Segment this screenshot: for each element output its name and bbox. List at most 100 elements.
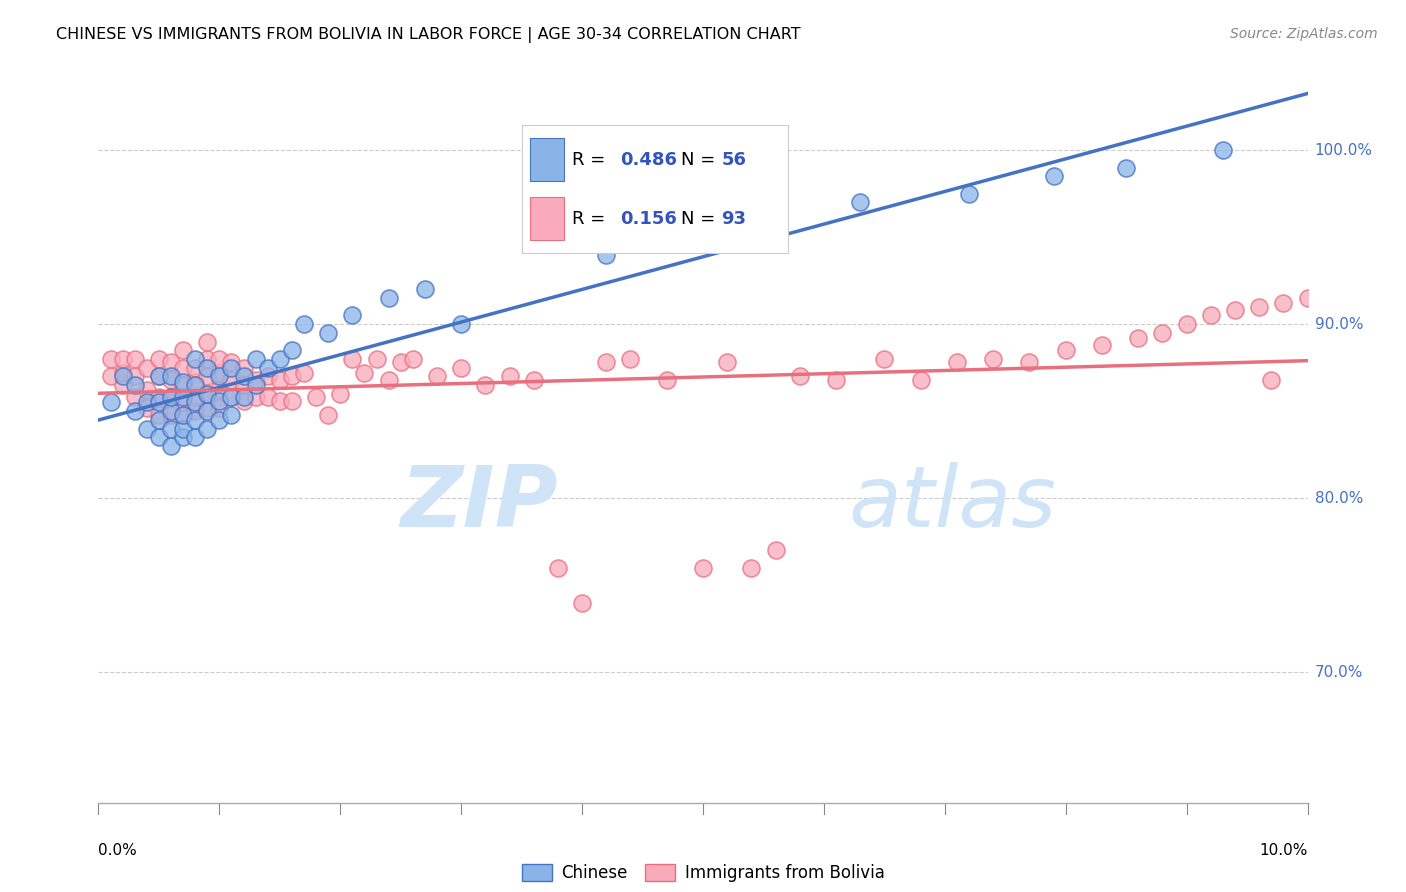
Point [208, 384, 231, 398]
Point [269, 393, 291, 408]
Point [111, 378, 134, 392]
Point [160, 404, 183, 418]
Point [232, 360, 254, 375]
Point [1260, 373, 1282, 387]
Point [221, 390, 243, 404]
Point [172, 408, 194, 422]
Point [172, 430, 194, 444]
Point [111, 351, 134, 366]
Point [208, 351, 231, 366]
Point [232, 378, 254, 392]
Point [692, 230, 714, 244]
Point [148, 369, 170, 384]
Point [281, 343, 304, 358]
Point [426, 369, 449, 384]
Point [389, 355, 412, 369]
Point [316, 408, 339, 422]
Point [377, 291, 399, 305]
Point [232, 369, 254, 384]
Point [172, 395, 194, 409]
Point [160, 390, 183, 404]
Text: 90.0%: 90.0% [1315, 317, 1362, 332]
Point [195, 401, 218, 415]
Point [160, 369, 183, 384]
Point [1223, 303, 1246, 318]
Point [208, 393, 231, 408]
Point [184, 360, 207, 375]
Point [1175, 317, 1198, 331]
Point [184, 413, 207, 427]
Point [221, 390, 243, 404]
Point [765, 543, 787, 558]
Text: 100.0%: 100.0% [1315, 143, 1372, 158]
Point [655, 373, 678, 387]
Point [789, 369, 811, 384]
Point [208, 401, 231, 415]
Point [184, 375, 207, 389]
Text: ZIP: ZIP [401, 461, 558, 545]
Point [281, 393, 304, 408]
Point [329, 386, 352, 401]
Point [1296, 291, 1319, 305]
Point [172, 360, 194, 375]
Text: 70.0%: 70.0% [1315, 665, 1362, 680]
Point [245, 373, 267, 387]
Point [172, 390, 194, 404]
Point [195, 334, 218, 349]
Point [1249, 300, 1271, 314]
Point [413, 282, 436, 296]
Point [256, 360, 278, 375]
Point [172, 378, 194, 392]
Point [1128, 331, 1150, 345]
Point [342, 309, 364, 323]
Point [342, 351, 364, 366]
Point [450, 360, 472, 375]
Point [619, 351, 641, 366]
Point [135, 401, 157, 415]
Point [1212, 143, 1234, 157]
Point [245, 351, 267, 366]
Point [111, 366, 134, 380]
Point [825, 373, 848, 387]
Point [172, 421, 194, 435]
Point [1152, 326, 1174, 340]
Point [195, 386, 218, 401]
Point [740, 561, 762, 575]
Point [571, 596, 593, 610]
Point [135, 360, 157, 375]
Text: CHINESE VS IMMIGRANTS FROM BOLIVIA IN LABOR FORCE | AGE 30-34 CORRELATION CHART: CHINESE VS IMMIGRANTS FROM BOLIVIA IN LA… [56, 27, 801, 43]
Text: atlas: atlas [848, 461, 1056, 545]
Point [221, 408, 243, 422]
Point [160, 421, 183, 435]
Point [957, 186, 980, 201]
Point [195, 369, 218, 384]
Text: 0.0%: 0.0% [98, 843, 138, 858]
Point [523, 373, 546, 387]
Point [184, 404, 207, 418]
Point [1042, 169, 1064, 184]
Point [316, 326, 339, 340]
Point [100, 395, 122, 409]
Point [160, 408, 183, 422]
Text: Source: ZipAtlas.com: Source: ZipAtlas.com [1230, 27, 1378, 41]
Point [184, 395, 207, 409]
Point [498, 369, 520, 384]
Point [232, 393, 254, 408]
Point [148, 351, 170, 366]
Point [595, 247, 617, 261]
Point [256, 390, 278, 404]
Point [172, 408, 194, 422]
Point [221, 355, 243, 369]
Text: 80.0%: 80.0% [1315, 491, 1362, 506]
Point [148, 395, 170, 409]
Point [221, 373, 243, 387]
Point [184, 351, 207, 366]
Point [100, 369, 122, 384]
Point [221, 360, 243, 375]
Point [124, 390, 146, 404]
Point [269, 351, 291, 366]
Point [148, 390, 170, 404]
Point [184, 390, 207, 404]
Point [208, 369, 231, 384]
Point [910, 373, 932, 387]
